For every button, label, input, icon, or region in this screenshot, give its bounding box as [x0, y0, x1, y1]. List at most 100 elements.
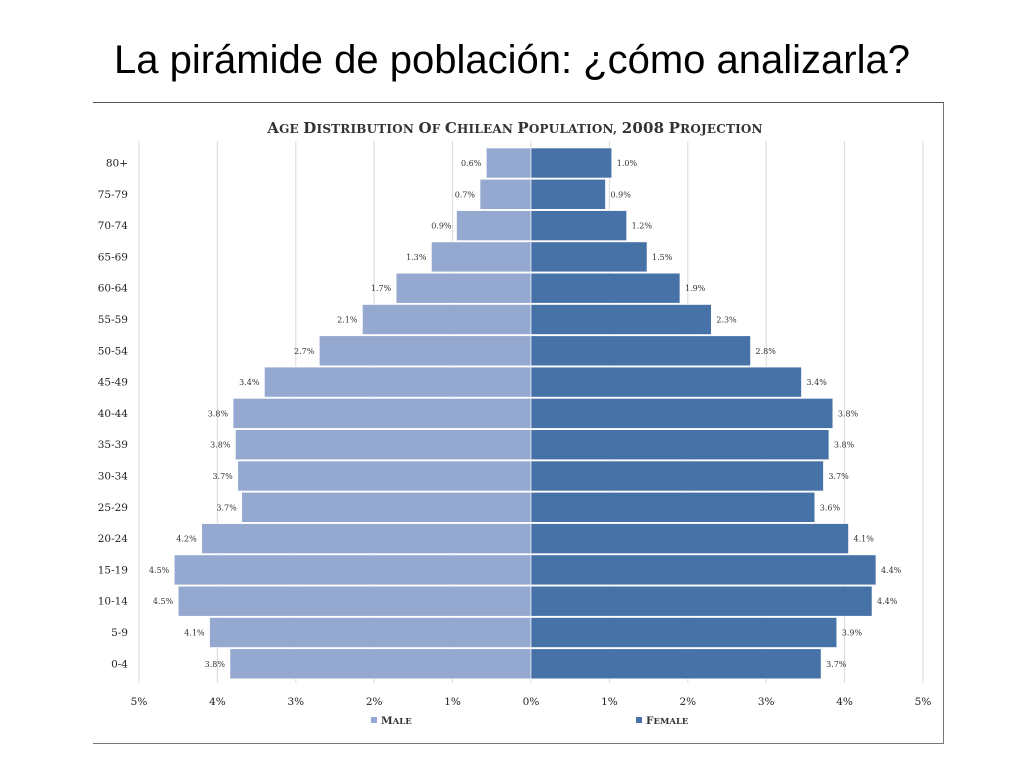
female-bar — [530, 210, 627, 241]
male-bar — [362, 304, 532, 335]
legend: MALE FEMALE — [371, 715, 689, 727]
female-value-label: 3.7% — [828, 472, 849, 481]
female-bar — [530, 272, 681, 304]
age-group-label: 15-19 — [98, 564, 128, 576]
male-value-label: 0.6% — [461, 159, 482, 168]
age-group-label: 55-59 — [98, 314, 128, 326]
female-value-label: 1.0% — [617, 159, 638, 168]
x-tick-label: 1% — [444, 696, 461, 708]
female-value-label: 1.5% — [652, 253, 673, 262]
legend-label: FEMALE — [646, 715, 689, 727]
male-bar — [431, 241, 532, 273]
female-value-label: 3.8% — [838, 409, 859, 418]
male-value-label: 3.7% — [216, 503, 237, 512]
female-value-label: 1.2% — [632, 222, 653, 231]
age-group-label: 25-29 — [98, 502, 128, 514]
female-bar — [530, 335, 751, 367]
female-value-label: 3.8% — [834, 441, 855, 450]
male-bar — [241, 491, 532, 523]
x-tick-label: 4% — [836, 696, 853, 708]
female-value-label: 1.9% — [685, 284, 706, 293]
male-value-label: 1.7% — [371, 284, 392, 293]
female-value-label: 0.9% — [610, 190, 631, 199]
male-value-label: 3.8% — [208, 409, 229, 418]
age-group-label: 30-34 — [98, 471, 129, 483]
female-bar — [530, 554, 877, 586]
male-bar — [264, 366, 532, 398]
age-group-label: 35-39 — [98, 439, 128, 451]
male-bar — [237, 460, 532, 492]
female-bar — [530, 398, 834, 429]
female-bar — [530, 429, 830, 461]
x-tick-label: 2% — [366, 696, 383, 708]
age-group-label: 20-24 — [98, 533, 129, 545]
female-value-label: 3.7% — [826, 660, 847, 669]
female-value-label: 4.4% — [881, 566, 902, 575]
male-bar — [229, 648, 532, 680]
male-value-label: 1.3% — [406, 253, 427, 262]
legend-label: MALE — [381, 715, 412, 727]
female-bar — [530, 648, 822, 680]
female-bar — [530, 366, 802, 398]
male-bar — [177, 585, 532, 617]
female-value-label: 4.4% — [877, 597, 898, 606]
male-bar — [235, 429, 532, 461]
female-bar — [530, 304, 712, 335]
chart-title: AGE DISTRIBUTION OF CHILEAN POPULATION, … — [266, 119, 762, 137]
slide-title: La pirámide de población: ¿cómo analizar… — [113, 38, 910, 82]
male-value-label: 0.7% — [455, 190, 476, 199]
female-bar — [530, 523, 849, 554]
male-value-label: 4.5% — [153, 597, 174, 606]
x-tick-label: 3% — [287, 696, 304, 708]
male-bar — [232, 398, 532, 429]
female-bar — [530, 585, 873, 617]
age-group-label: 65-69 — [98, 251, 128, 263]
x-tick-label: 5% — [915, 696, 932, 708]
male-bar — [319, 335, 532, 367]
age-group-label: 75-79 — [98, 189, 128, 201]
male-value-label: 3.8% — [205, 660, 226, 669]
chart-frame: 80+ 0.6% 1.0% 75-79 0.7% 0.9% 70-74 0.9% 1.2% 65-… — [93, 102, 944, 744]
male-value-label: 4.2% — [176, 535, 197, 544]
male-value-label: 3.7% — [212, 472, 233, 481]
x-tick-label: 4% — [209, 696, 226, 708]
female-value-label: 2.3% — [716, 316, 737, 325]
age-group-label: 40-44 — [98, 408, 129, 420]
x-tick-label: 5% — [131, 696, 148, 708]
male-value-label: 3.8% — [210, 441, 231, 450]
male-bar — [173, 554, 532, 586]
male-value-label: 2.7% — [294, 347, 315, 356]
male-value-label: 2.1% — [337, 316, 358, 325]
male-value-label: 4.5% — [149, 566, 170, 575]
female-bar — [530, 179, 606, 210]
male-bar — [209, 617, 532, 648]
female-value-label: 3.6% — [820, 503, 841, 512]
female-bar — [530, 147, 613, 179]
age-group-label: 5-9 — [111, 627, 128, 639]
female-bar — [530, 491, 816, 523]
male-bar — [456, 210, 532, 241]
age-group-label: 0-4 — [111, 658, 128, 670]
age-group-label: 45-49 — [98, 377, 128, 389]
x-tick-label: 1% — [601, 696, 618, 708]
age-group-label: 70-74 — [98, 220, 129, 232]
female-value-label: 3.4% — [806, 378, 827, 387]
legend-swatch — [371, 717, 377, 723]
age-group-label: 10-14 — [98, 596, 129, 608]
legend-swatch — [636, 717, 642, 723]
male-bar — [479, 179, 532, 210]
male-value-label: 4.1% — [184, 629, 205, 638]
male-bar — [201, 523, 532, 554]
age-group-label: 80+ — [106, 158, 128, 170]
male-bar — [395, 272, 532, 304]
age-group-label: 60-64 — [98, 283, 129, 295]
male-value-label: 3.4% — [239, 378, 260, 387]
bars — [173, 147, 877, 680]
female-value-label: 2.8% — [756, 347, 777, 356]
x-tick-label: 0% — [523, 696, 540, 708]
female-bar — [530, 241, 648, 273]
population-pyramid-chart: 80+ 0.6% 1.0% 75-79 0.7% 0.9% 70-74 0.9% 1.2% 65-… — [98, 119, 932, 727]
x-tick-label: 3% — [758, 696, 775, 708]
age-group-label: 50-54 — [98, 345, 129, 357]
